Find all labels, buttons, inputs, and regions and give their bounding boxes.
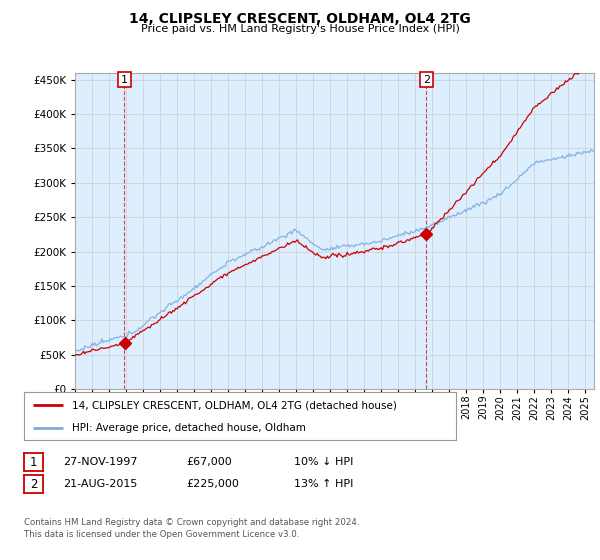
Text: 2: 2 [422,74,430,85]
Text: 14, CLIPSLEY CRESCENT, OLDHAM, OL4 2TG: 14, CLIPSLEY CRESCENT, OLDHAM, OL4 2TG [129,12,471,26]
Text: 13% ↑ HPI: 13% ↑ HPI [294,479,353,489]
Text: Contains HM Land Registry data © Crown copyright and database right 2024.
This d: Contains HM Land Registry data © Crown c… [24,518,359,539]
Text: 21-AUG-2015: 21-AUG-2015 [63,479,137,489]
Text: £67,000: £67,000 [186,457,232,467]
Text: 2: 2 [30,478,37,491]
Text: HPI: Average price, detached house, Oldham: HPI: Average price, detached house, Oldh… [71,423,305,433]
Text: 27-NOV-1997: 27-NOV-1997 [63,457,137,467]
Text: 1: 1 [121,74,128,85]
Text: Price paid vs. HM Land Registry's House Price Index (HPI): Price paid vs. HM Land Registry's House … [140,24,460,34]
Text: 14, CLIPSLEY CRESCENT, OLDHAM, OL4 2TG (detached house): 14, CLIPSLEY CRESCENT, OLDHAM, OL4 2TG (… [71,400,397,410]
Text: 1: 1 [30,455,37,469]
Text: £225,000: £225,000 [186,479,239,489]
Text: 10% ↓ HPI: 10% ↓ HPI [294,457,353,467]
